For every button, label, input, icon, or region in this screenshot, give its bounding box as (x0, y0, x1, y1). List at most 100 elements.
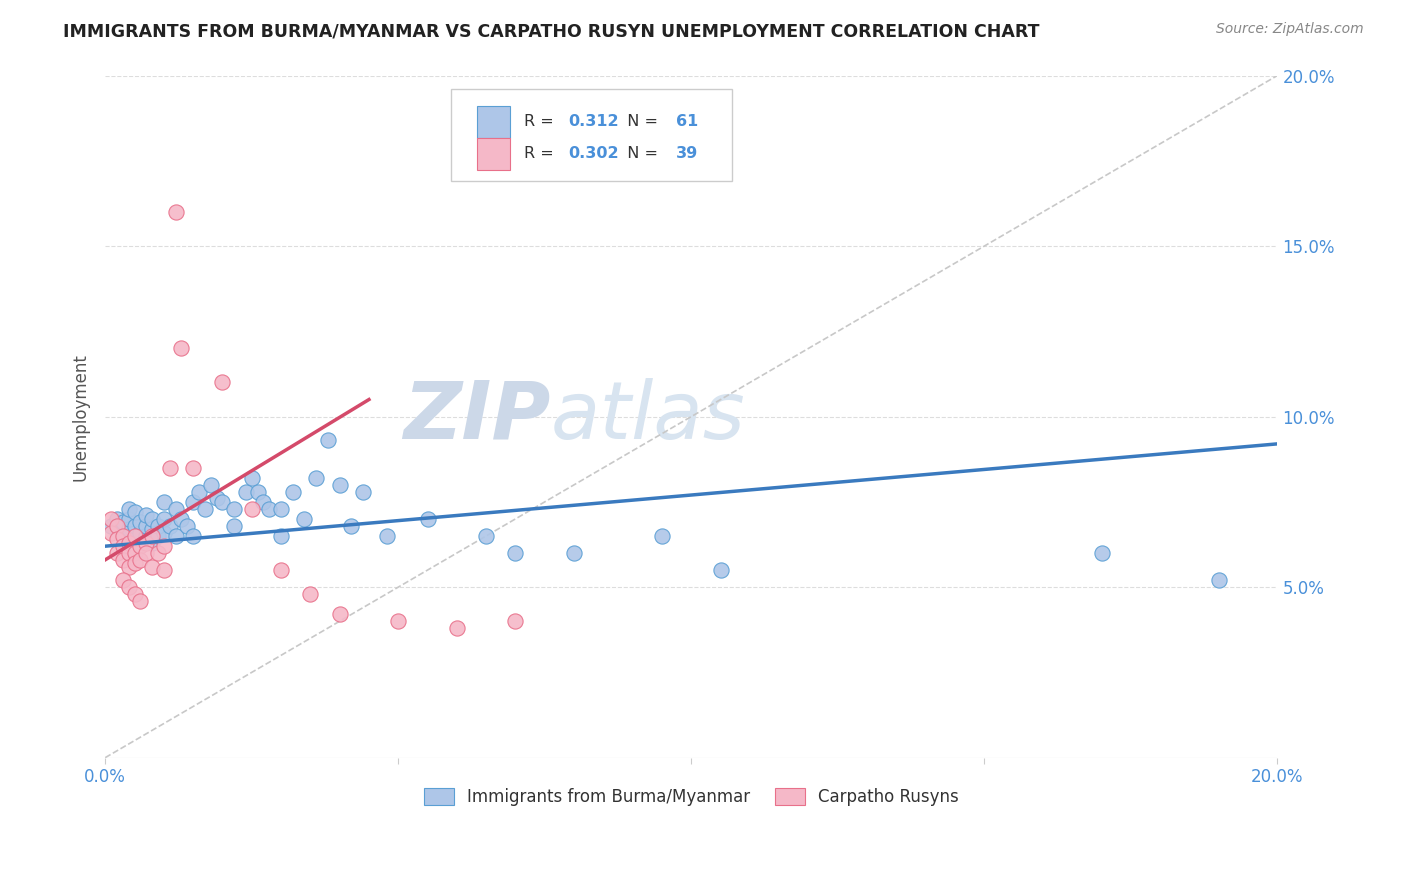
Text: ZIP: ZIP (404, 377, 551, 456)
Point (340, 518, 363, 533)
Point (111, 516, 134, 530)
Point (224, 501, 246, 516)
Point (270, 529, 292, 543)
Point (153, 539, 176, 553)
Point (124, 518, 146, 533)
Point (135, 508, 157, 523)
Text: Source: ZipAtlas.com: Source: ZipAtlas.com (1216, 22, 1364, 37)
Point (387, 614, 409, 628)
Point (100, 518, 122, 533)
Point (246, 484, 269, 499)
Point (129, 593, 152, 607)
Point (111, 574, 134, 588)
Point (105, 533, 128, 547)
Point (129, 516, 152, 530)
Point (111, 553, 134, 567)
Point (118, 535, 141, 549)
Point (375, 529, 398, 543)
Point (105, 546, 128, 560)
Point (129, 525, 152, 540)
FancyBboxPatch shape (477, 105, 509, 138)
Point (176, 518, 198, 533)
Point (194, 501, 217, 516)
Point (111, 529, 134, 543)
Point (240, 471, 263, 485)
Point (118, 546, 141, 560)
Point (153, 563, 176, 577)
Text: 0.302: 0.302 (568, 146, 619, 161)
Point (118, 522, 141, 536)
Point (153, 525, 176, 540)
Point (105, 518, 128, 533)
Point (118, 580, 141, 594)
Point (135, 546, 157, 560)
Point (270, 501, 292, 516)
Point (170, 342, 193, 356)
Point (124, 556, 146, 570)
Point (329, 607, 352, 622)
Point (135, 535, 157, 549)
Point (329, 477, 352, 491)
Point (475, 529, 498, 543)
Point (129, 539, 152, 553)
Point (165, 205, 187, 219)
Point (153, 495, 176, 509)
Point (124, 587, 146, 601)
Point (124, 529, 146, 543)
Point (211, 376, 233, 390)
Point (153, 512, 176, 526)
Point (118, 501, 141, 516)
Point (446, 621, 468, 635)
Text: R =: R = (523, 114, 558, 129)
Point (100, 525, 122, 540)
Point (159, 518, 181, 533)
Point (710, 563, 733, 577)
Point (146, 546, 169, 560)
Text: 0.312: 0.312 (568, 114, 619, 129)
Text: N =: N = (617, 146, 664, 161)
Point (200, 477, 222, 491)
Point (562, 546, 585, 560)
Point (505, 614, 527, 628)
Point (316, 434, 339, 448)
Point (141, 522, 163, 536)
FancyBboxPatch shape (451, 89, 733, 181)
Point (211, 495, 233, 509)
Point (111, 539, 134, 553)
Text: N =: N = (617, 114, 664, 129)
Point (1208, 574, 1230, 588)
Point (281, 484, 304, 499)
Point (118, 559, 141, 574)
Point (135, 518, 157, 533)
Point (181, 495, 204, 509)
Point (100, 512, 122, 526)
Point (165, 529, 187, 543)
Text: IMMIGRANTS FROM BURMA/MYANMAR VS CARPATHO RUSYN UNEMPLOYMENT CORRELATION CHART: IMMIGRANTS FROM BURMA/MYANMAR VS CARPATH… (63, 22, 1040, 40)
Point (205, 491, 228, 506)
Point (224, 518, 246, 533)
Point (299, 587, 322, 601)
FancyBboxPatch shape (477, 137, 509, 170)
Point (416, 512, 439, 526)
Point (129, 553, 152, 567)
Point (146, 518, 169, 533)
Point (141, 535, 163, 549)
Point (124, 529, 146, 543)
Point (651, 529, 673, 543)
Point (181, 529, 204, 543)
Point (259, 501, 281, 516)
Point (240, 501, 263, 516)
Text: R =: R = (523, 146, 558, 161)
Legend: Immigrants from Burma/Myanmar, Carpatho Rusyns: Immigrants from Burma/Myanmar, Carpatho … (415, 780, 967, 814)
Text: atlas: atlas (551, 377, 745, 456)
Text: 61: 61 (676, 114, 699, 129)
Point (124, 546, 146, 560)
Point (105, 518, 128, 533)
Text: 39: 39 (676, 146, 699, 161)
Point (188, 484, 211, 499)
Point (1090, 546, 1112, 560)
Point (235, 484, 257, 499)
Y-axis label: Unemployment: Unemployment (72, 352, 89, 481)
Point (141, 529, 163, 543)
Point (141, 559, 163, 574)
